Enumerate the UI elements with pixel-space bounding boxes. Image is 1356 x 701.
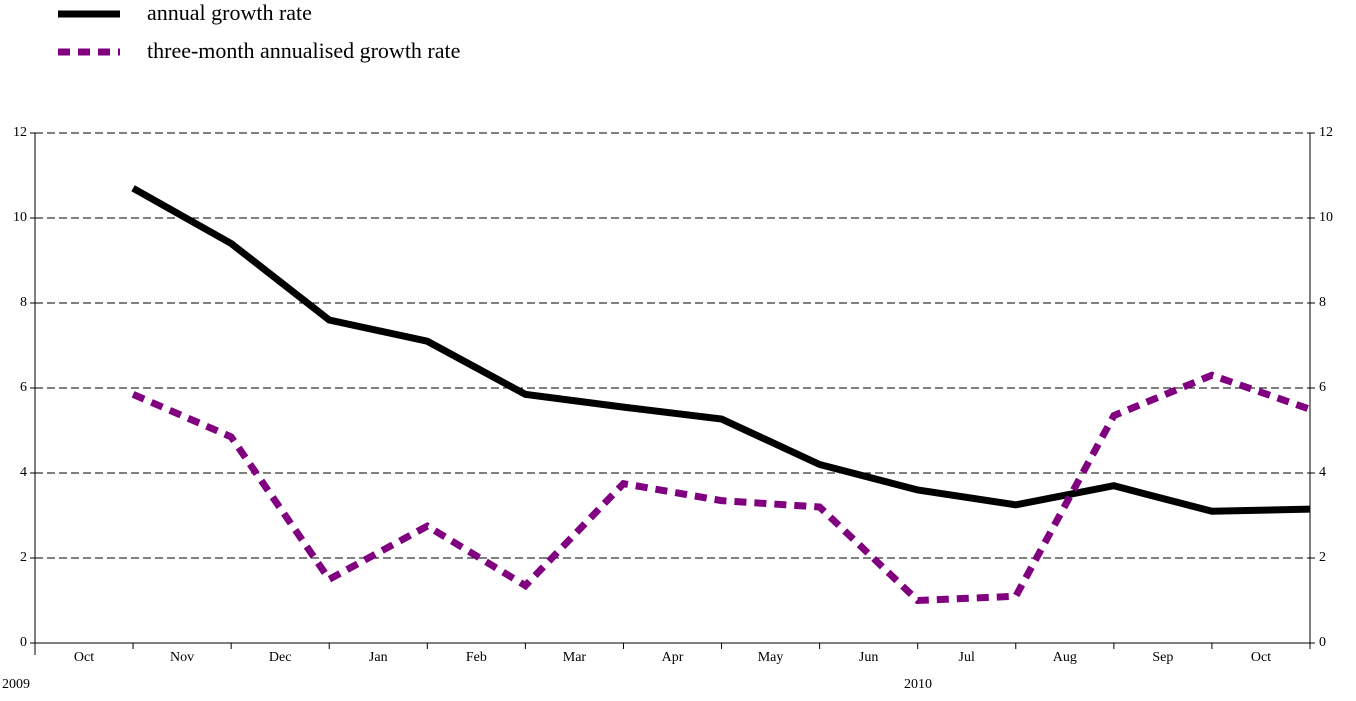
x-tick-label: Jan [369,650,388,665]
y2-tick-label: 6 [1319,380,1326,395]
y-tick-label: 10 [13,210,27,225]
x-tick-label: Aug [1053,650,1077,665]
y2-tick-label: 8 [1319,295,1326,310]
y-tick-label: 0 [20,635,27,650]
x-tick-label: Oct [1251,650,1271,665]
legend-label: three-month annualised growth rate [147,38,460,63]
legend-label: annual growth rate [147,0,312,25]
x-tick-label: May [758,650,784,665]
y2-tick-label: 4 [1319,465,1326,480]
year-label: 2009 [2,677,30,692]
x-tick-label: Nov [170,650,194,665]
y2-tick-label: 10 [1319,210,1333,225]
x-tick-label: Dec [269,650,292,665]
year-label: 2010 [904,677,932,692]
series-line [131,185,1311,515]
y-tick-label: 8 [20,295,27,310]
x-tick-label: Mar [563,650,587,665]
y-tick-label: 4 [20,465,27,480]
series-line [131,371,1312,605]
x-tick-label: Oct [74,650,94,665]
y-tick-label: 12 [13,125,27,140]
x-tick-label: Feb [466,650,487,665]
y2-tick-label: 12 [1319,125,1333,140]
y2-tick-label: 2 [1319,550,1326,565]
y-tick-label: 6 [20,380,27,395]
y2-tick-label: 0 [1319,635,1326,650]
x-tick-label: Apr [662,650,684,665]
y-tick-label: 2 [20,550,27,565]
x-tick-label: Jul [959,650,975,665]
x-tick-label: Jun [859,650,878,665]
x-tick-label: Sep [1152,650,1173,665]
